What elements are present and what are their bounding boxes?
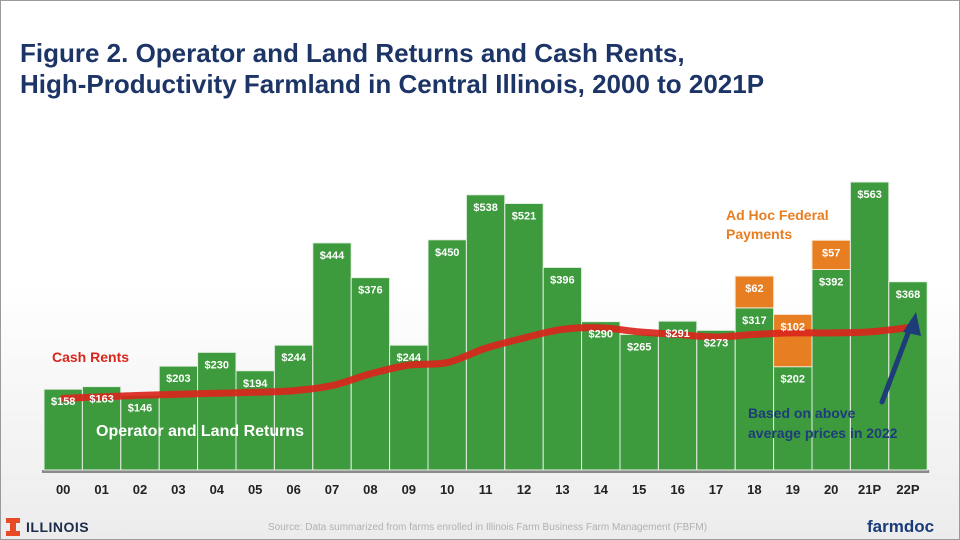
returns-bar-13 bbox=[542, 266, 583, 471]
x-tick-08: 08 bbox=[363, 482, 377, 497]
x-tick-12: 12 bbox=[517, 482, 531, 497]
returns-label-17: $273 bbox=[704, 337, 728, 349]
returns-label-01: $163 bbox=[89, 394, 113, 406]
x-tick-07: 07 bbox=[325, 482, 339, 497]
returns-label-10: $450 bbox=[435, 247, 459, 259]
returns-label-20: $392 bbox=[819, 276, 843, 288]
x-tick-20: 20 bbox=[824, 482, 838, 497]
cash-rent-line bbox=[59, 324, 912, 402]
x-tick-05: 05 bbox=[248, 482, 262, 497]
returns-label-02: $146 bbox=[128, 402, 152, 414]
returns-label-14: $290 bbox=[589, 329, 613, 341]
returns-bar-04 bbox=[197, 351, 237, 471]
chart-title-line-2: High-Productivity Farmland in Central Il… bbox=[20, 69, 765, 99]
returns-label-07: $444 bbox=[320, 250, 345, 262]
returns-label-05: $194 bbox=[243, 378, 268, 390]
x-tick-17: 17 bbox=[709, 482, 723, 497]
x-tick-11: 11 bbox=[479, 482, 493, 497]
returns-label-13: $396 bbox=[550, 274, 574, 286]
projection-arrow-head bbox=[903, 312, 921, 336]
x-tick-16: 16 bbox=[670, 482, 684, 497]
chart-title: Figure 2. Operator and Land Returns and … bbox=[20, 38, 764, 100]
adhoc-bar-19 bbox=[773, 313, 813, 368]
returns-label-22P: $368 bbox=[896, 289, 920, 301]
adhoc-label-18: $62 bbox=[745, 283, 763, 295]
x-tick-18: 18 bbox=[747, 482, 761, 497]
chart-title-line-1: Figure 2. Operator and Land Returns and … bbox=[20, 38, 685, 68]
returns-label-21P: $563 bbox=[857, 189, 881, 201]
returns-label-03: $203 bbox=[166, 373, 190, 385]
returns-bar-19 bbox=[773, 366, 813, 471]
adhoc-label-19: $102 bbox=[781, 321, 805, 333]
x-tick-06: 06 bbox=[286, 482, 300, 497]
returns-label-16: $291 bbox=[665, 328, 689, 340]
returns-label-19: $202 bbox=[781, 374, 805, 386]
returns-bar-21P bbox=[849, 181, 890, 471]
illinois-logo: ILLINOIS bbox=[6, 518, 89, 536]
source-note: Source: Data summarized from farms enrol… bbox=[268, 522, 708, 533]
x-tick-10: 10 bbox=[440, 482, 454, 497]
returns-label-00: $158 bbox=[51, 396, 75, 408]
returns-label-08: $376 bbox=[358, 285, 382, 297]
x-tick-09: 09 bbox=[402, 482, 416, 497]
x-tick-21P: 21P bbox=[858, 482, 881, 497]
returns-label-12: $521 bbox=[512, 210, 536, 222]
returns-bar-00 bbox=[43, 388, 83, 471]
x-tick-00: 00 bbox=[56, 482, 70, 497]
returns-bar-07 bbox=[312, 242, 352, 471]
x-tick-03: 03 bbox=[171, 482, 185, 497]
returns-annotation: Operator and Land Returns bbox=[96, 423, 304, 440]
returns-bar-22P bbox=[888, 281, 928, 471]
returns-bar-03 bbox=[158, 365, 199, 471]
illinois-logo-text: ILLINOIS bbox=[26, 519, 90, 535]
projection-annotation-line-2: average prices in 2022 bbox=[748, 425, 898, 441]
returns-bar-16 bbox=[657, 320, 698, 471]
returns-label-15: $265 bbox=[627, 341, 651, 353]
returns-bar-20 bbox=[811, 268, 851, 471]
projection-annotation-line-1: Based on above bbox=[748, 405, 856, 421]
x-tick-01: 01 bbox=[94, 482, 108, 497]
x-axis-line bbox=[42, 470, 930, 473]
returns-label-06: $244 bbox=[281, 352, 306, 364]
returns-bar-11 bbox=[465, 194, 506, 471]
cash-rents-annotation: Cash Rents bbox=[52, 349, 129, 365]
farmdoc-logo: farmdoc bbox=[867, 517, 935, 536]
returns-label-09: $244 bbox=[397, 352, 422, 364]
x-tick-13: 13 bbox=[555, 482, 569, 497]
adhoc-label-20: $57 bbox=[822, 247, 840, 259]
returns-label-18: $317 bbox=[742, 315, 766, 327]
projection-arrow-shaft bbox=[879, 325, 913, 405]
x-tick-14: 14 bbox=[594, 482, 609, 497]
returns-bar-17 bbox=[696, 329, 736, 471]
returns-bar-14 bbox=[581, 321, 621, 471]
x-tick-15: 15 bbox=[632, 482, 646, 497]
x-tick-04: 04 bbox=[210, 482, 225, 497]
block-i-icon bbox=[6, 518, 20, 536]
x-tick-22P: 22P bbox=[896, 482, 919, 497]
x-tick-02: 02 bbox=[133, 482, 147, 497]
adhoc-annotation-line-2: Payments bbox=[726, 226, 792, 242]
adhoc-bar-18 bbox=[734, 275, 775, 309]
returns-label-04: $230 bbox=[205, 359, 229, 371]
x-tick-19: 19 bbox=[786, 482, 800, 497]
returns-bar-05 bbox=[235, 370, 275, 471]
returns-bar-06 bbox=[273, 344, 314, 471]
returns-label-11: $538 bbox=[473, 202, 497, 214]
returns-bar-15 bbox=[619, 333, 659, 471]
adhoc-annotation-line-1: Ad Hoc Federal bbox=[726, 207, 829, 223]
